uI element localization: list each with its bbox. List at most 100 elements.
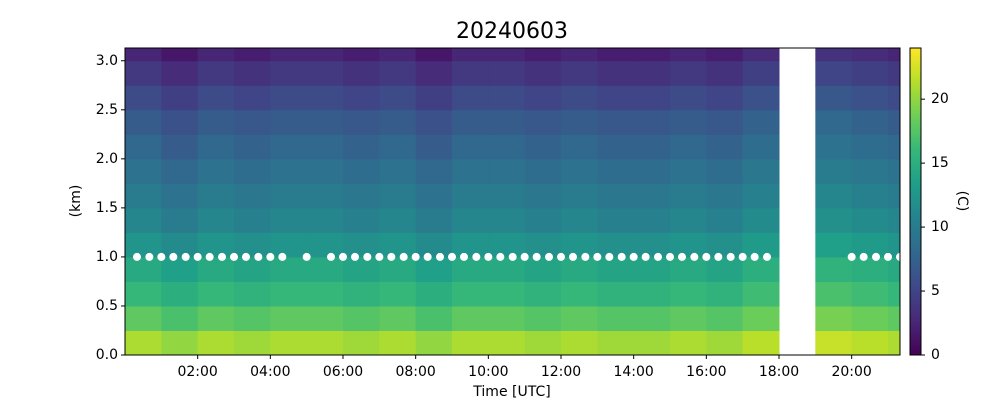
chart-title: 20240603 [456, 19, 568, 44]
heatmap-cell [888, 256, 900, 282]
x-tick-label: 20:00 [831, 364, 871, 380]
marker-point [278, 252, 287, 261]
heatmap-cell [597, 330, 635, 355]
marker-point [545, 252, 554, 261]
heatmap-cell [524, 207, 562, 233]
heatmap-cell [234, 281, 271, 307]
heatmap-cell [561, 109, 598, 135]
heatmap-cell [343, 134, 380, 160]
x-tick-label: 08:00 [395, 364, 435, 380]
marker-point [714, 252, 723, 261]
heatmap-cell [161, 183, 199, 209]
heatmap-cell [452, 232, 489, 258]
heatmap-cell [379, 281, 417, 307]
heatmap-cell [851, 60, 889, 86]
heatmap-cell [670, 256, 707, 282]
heatmap-cell [888, 109, 900, 135]
heatmap-cell [633, 305, 671, 331]
heatmap-cell [306, 281, 344, 307]
heatmap-cell [742, 183, 780, 209]
marker-point [496, 252, 505, 261]
heatmap-cell [125, 85, 162, 111]
heatmap-cell [343, 256, 380, 282]
heatmap-cell [670, 60, 707, 86]
heatmap-cell [561, 85, 598, 111]
heatmap-cell [125, 48, 162, 62]
heatmap-cell [270, 232, 308, 258]
heatmap-cell [161, 207, 199, 233]
marker-point [750, 252, 759, 261]
heatmap-cell [670, 134, 707, 160]
heatmap-cell [415, 109, 453, 135]
heatmap-cell [851, 207, 889, 233]
x-tick-label: 10:00 [468, 364, 508, 380]
heatmap-cell [234, 256, 271, 282]
heatmap-cell [343, 232, 380, 258]
heatmap-cell [415, 158, 453, 184]
heatmap-cell [452, 158, 489, 184]
heatmap-cell [343, 158, 380, 184]
colorbar-tick-label: 10 [931, 219, 949, 235]
heatmap-cell [452, 330, 489, 355]
heatmap-cell [670, 158, 707, 184]
heatmap-cell [815, 48, 853, 62]
x-tick-label: 02:00 [177, 364, 217, 380]
heatmap-cell [452, 281, 489, 307]
heatmap-cell [561, 134, 598, 160]
heatmap-cell [633, 256, 671, 282]
heatmap-cell [306, 305, 344, 331]
heatmap-cell [706, 60, 744, 86]
marker-point [629, 252, 638, 261]
heatmap-cell [488, 207, 526, 233]
heatmap-cell [197, 85, 235, 111]
marker-point [302, 252, 311, 261]
marker-point [436, 252, 445, 261]
heatmap-cell [742, 60, 780, 86]
heatmap-cell [343, 60, 380, 86]
marker-point [654, 252, 663, 261]
heatmap-cell [815, 281, 853, 307]
heatmap-cell [452, 48, 489, 62]
heatmap-cell [597, 232, 635, 258]
heatmap-cell [888, 232, 900, 258]
heatmap-cell [561, 158, 598, 184]
heatmap-cell [851, 256, 889, 282]
heatmap-cell [270, 330, 308, 355]
heatmap-cell [851, 48, 889, 62]
heatmap-cell [524, 48, 562, 62]
heatmap-cell [706, 232, 744, 258]
heatmap-cell [415, 183, 453, 209]
marker-point [193, 252, 202, 261]
marker-point [459, 252, 468, 261]
heatmap-cell [888, 330, 900, 355]
heatmap-cell [888, 183, 900, 209]
marker-point [568, 252, 577, 261]
marker-point [350, 252, 359, 261]
heatmap [125, 48, 900, 355]
heatmap-cell [415, 232, 453, 258]
heatmap-cell [234, 232, 271, 258]
heatmap-cell [379, 134, 417, 160]
heatmap-cell [742, 48, 780, 62]
heatmap-cell [597, 281, 635, 307]
heatmap-cell [415, 48, 453, 62]
heatmap-cell [452, 60, 489, 86]
marker-point [157, 252, 166, 261]
heatmap-cell [670, 85, 707, 111]
heatmap-cell [851, 134, 889, 160]
marker-point [690, 252, 699, 261]
heatmap-cell [306, 85, 344, 111]
heatmap-cell [742, 256, 780, 282]
x-tick-label: 04:00 [250, 364, 290, 380]
heatmap-cell [415, 85, 453, 111]
heatmap-cell [161, 85, 199, 111]
heatmap-cell [851, 183, 889, 209]
heatmap-cell [161, 232, 199, 258]
heatmap-cell [234, 48, 271, 62]
heatmap-cell [524, 60, 562, 86]
heatmap-cell [888, 60, 900, 86]
heatmap-cell [815, 183, 853, 209]
heatmap-cell [815, 256, 853, 282]
heatmap-cell [888, 48, 900, 62]
heatmap-cell [561, 207, 598, 233]
